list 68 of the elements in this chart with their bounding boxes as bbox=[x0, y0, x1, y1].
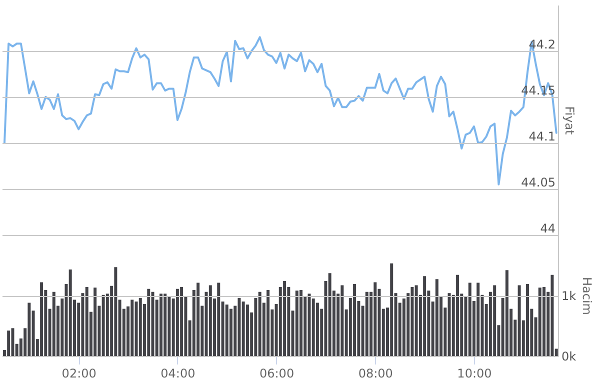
bar bbox=[229, 308, 232, 356]
bar bbox=[242, 302, 245, 356]
bar bbox=[542, 287, 546, 356]
bar bbox=[28, 302, 31, 356]
bar bbox=[353, 284, 356, 356]
y-tick-label: 44 bbox=[540, 222, 556, 236]
bar bbox=[147, 288, 150, 356]
bar bbox=[550, 274, 554, 356]
bar bbox=[138, 298, 142, 356]
bar bbox=[7, 330, 10, 356]
bar bbox=[114, 267, 118, 356]
bar bbox=[538, 288, 542, 356]
bar bbox=[151, 292, 154, 356]
x-tick-label: 04:00 bbox=[160, 366, 196, 380]
bar bbox=[168, 296, 171, 356]
y-tick-label: 44.05 bbox=[521, 176, 556, 190]
bar bbox=[390, 263, 394, 356]
bar bbox=[414, 285, 418, 356]
bar bbox=[365, 292, 368, 356]
bar bbox=[217, 282, 220, 356]
bar bbox=[85, 287, 88, 356]
bar bbox=[283, 280, 286, 356]
bar bbox=[11, 328, 14, 356]
bar bbox=[456, 274, 460, 356]
bar bbox=[505, 270, 508, 356]
y-tick-label: 44.1 bbox=[528, 130, 556, 144]
y-axis-title: Fiyat bbox=[562, 106, 576, 136]
bar bbox=[374, 282, 377, 356]
bar bbox=[493, 285, 496, 356]
bar bbox=[130, 300, 134, 356]
x-tick-label: 06:00 bbox=[259, 366, 294, 380]
bar bbox=[423, 276, 426, 356]
bar bbox=[266, 290, 270, 356]
bar bbox=[159, 294, 162, 356]
bar bbox=[316, 302, 319, 356]
bar bbox=[308, 294, 311, 356]
bar bbox=[40, 282, 44, 356]
bar bbox=[225, 304, 228, 356]
bar bbox=[208, 285, 212, 356]
bar bbox=[94, 288, 97, 356]
y-axis-title: Hacim bbox=[580, 277, 592, 315]
bar bbox=[340, 285, 344, 356]
bar bbox=[238, 298, 241, 356]
bar bbox=[102, 294, 105, 356]
bar bbox=[52, 292, 56, 356]
y-tick-label: 1k bbox=[562, 289, 576, 303]
bar bbox=[435, 279, 438, 356]
bar bbox=[164, 294, 167, 356]
bar bbox=[196, 282, 200, 356]
bar bbox=[526, 284, 530, 356]
bar bbox=[410, 287, 414, 356]
bar bbox=[476, 282, 480, 356]
bar bbox=[328, 273, 332, 356]
bar bbox=[468, 282, 472, 356]
bar bbox=[246, 304, 249, 356]
x-tick-label: 08:00 bbox=[358, 366, 393, 380]
bar bbox=[448, 293, 451, 356]
x-tick-label: 10:00 bbox=[457, 366, 492, 380]
bar bbox=[518, 285, 521, 356]
y-tick-label: 0k bbox=[562, 350, 576, 364]
bar bbox=[258, 292, 262, 356]
bar bbox=[180, 287, 184, 356]
bar bbox=[134, 302, 138, 356]
bar bbox=[295, 290, 298, 356]
bar bbox=[68, 269, 72, 356]
bar bbox=[176, 288, 179, 356]
x-tick-label: 02:00 bbox=[62, 366, 96, 380]
bar bbox=[300, 290, 303, 356]
